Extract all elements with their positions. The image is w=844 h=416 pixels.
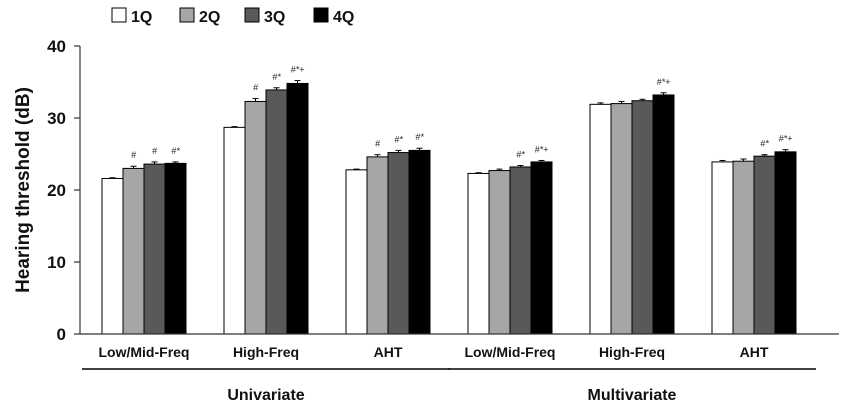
y-tick-label: 30 bbox=[47, 109, 66, 128]
significance-label: #* bbox=[171, 146, 180, 156]
category-label: AHT bbox=[740, 344, 769, 360]
legend-swatch-3q bbox=[244, 7, 260, 23]
legend-swatch-1q bbox=[111, 7, 127, 23]
significance-label: #*+ bbox=[291, 65, 305, 75]
group-label: Multivariate bbox=[588, 387, 677, 404]
y-axis-label: Hearing threshold (dB) bbox=[13, 87, 34, 293]
bar-1q-1 bbox=[101, 177, 124, 335]
bar-4q-6 bbox=[774, 151, 797, 335]
bar-4q-4 bbox=[530, 161, 553, 335]
significance-label: # bbox=[253, 83, 259, 93]
bar-3q-4 bbox=[509, 166, 532, 335]
bar-1q-6 bbox=[711, 161, 734, 335]
group-label: Univariate bbox=[227, 387, 304, 404]
bar-1q-5 bbox=[589, 103, 612, 335]
bar-1q-3 bbox=[345, 169, 368, 335]
y-tick-label: 0 bbox=[57, 325, 66, 344]
y-tick-label: 20 bbox=[47, 181, 66, 200]
bar-4q-2 bbox=[286, 82, 309, 335]
bar-4q-3 bbox=[408, 149, 431, 335]
legend-swatch-4q bbox=[313, 7, 329, 23]
y-axis: 0 10 20 30 40 bbox=[47, 37, 81, 344]
significance-label: #* bbox=[760, 139, 769, 149]
significance-label: # bbox=[375, 139, 381, 149]
significance-label: #* bbox=[415, 132, 424, 142]
significance-label: #*+ bbox=[779, 134, 793, 144]
legend-label-3q: 3Q bbox=[264, 9, 285, 26]
bar-2q-5 bbox=[610, 103, 633, 335]
bar-2q-1 bbox=[122, 167, 145, 335]
legend-label-4q: 4Q bbox=[333, 9, 354, 26]
category-label: High-Freq bbox=[233, 344, 299, 360]
category-label: Low/Mid-Freq bbox=[465, 344, 556, 360]
bar-1q-2 bbox=[223, 126, 246, 335]
significance-label: # bbox=[131, 150, 137, 160]
significance-label: #* bbox=[272, 72, 281, 82]
category-label: AHT bbox=[374, 344, 403, 360]
bar-1q-4 bbox=[467, 172, 490, 335]
significance-label: #*+ bbox=[535, 144, 549, 154]
bar-3q-2 bbox=[265, 89, 288, 335]
bar-2q-3 bbox=[366, 156, 389, 335]
bar-2q-6 bbox=[732, 160, 755, 335]
bar-3q-3 bbox=[387, 152, 410, 335]
y-tick-label: 40 bbox=[47, 37, 66, 56]
legend-label-2q: 2Q bbox=[199, 9, 220, 26]
bar-3q-6 bbox=[753, 155, 776, 335]
bar-3q-5 bbox=[631, 100, 654, 335]
significance-label: #* bbox=[394, 134, 403, 144]
significance-label: #* bbox=[516, 150, 525, 160]
bar-2q-2 bbox=[244, 100, 267, 335]
bar-4q-5 bbox=[652, 94, 675, 335]
significance-label: # bbox=[152, 146, 158, 156]
x-axis: Low/Mid-Freq High-Freq AHT Low/Mid-Freq High… bbox=[80, 333, 839, 404]
bar-2q-4 bbox=[488, 170, 511, 335]
bar-3q-1 bbox=[143, 163, 166, 335]
y-tick-label: 10 bbox=[47, 253, 66, 272]
category-label: High-Freq bbox=[599, 344, 665, 360]
bars: # # #* # #* #*+ # #* #* #* #*+ #*+ #* #*+ bbox=[101, 65, 797, 335]
bar-4q-1 bbox=[164, 162, 187, 335]
legend-swatch-2q bbox=[179, 7, 195, 23]
legend: 1Q 2Q 3Q 4Q bbox=[111, 7, 354, 26]
category-label: Low/Mid-Freq bbox=[99, 344, 190, 360]
significance-label: #*+ bbox=[657, 77, 671, 87]
legend-label-1q: 1Q bbox=[131, 9, 152, 26]
